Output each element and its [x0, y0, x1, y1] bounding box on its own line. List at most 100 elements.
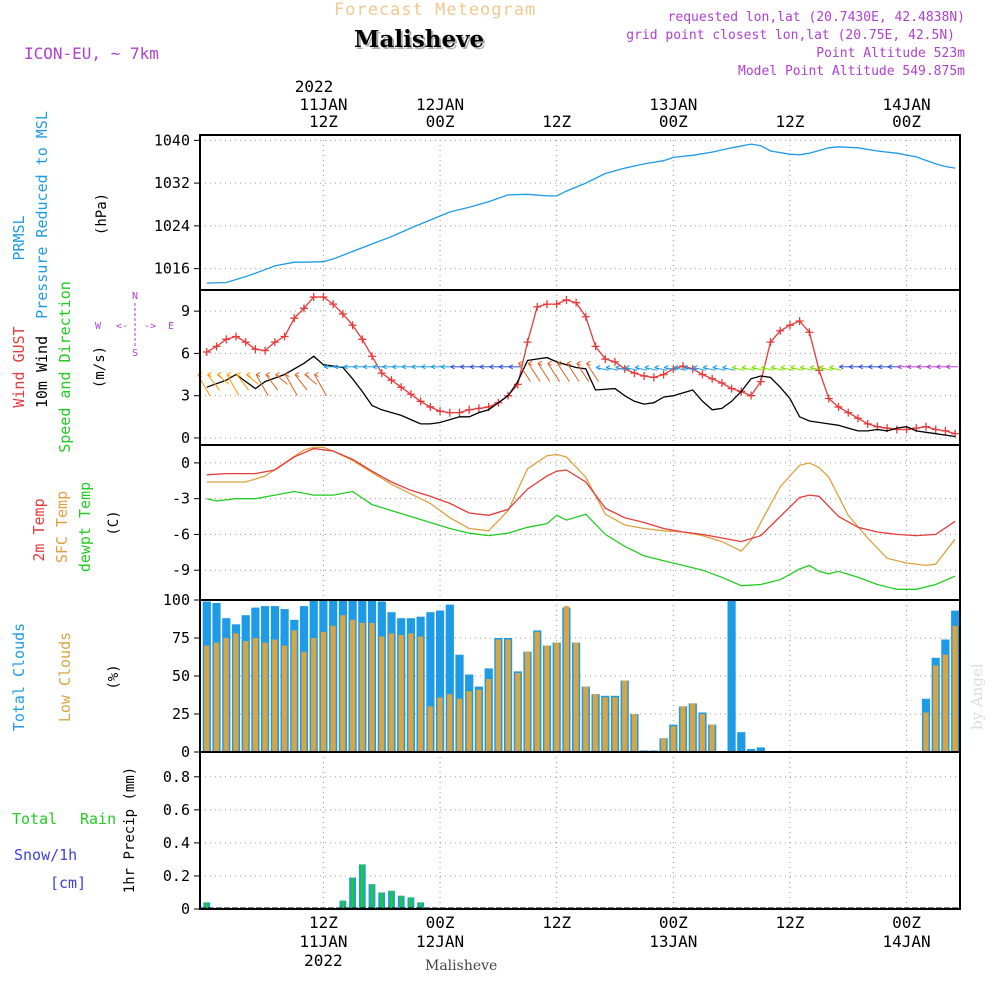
compass-w: W: [95, 321, 102, 332]
wind-direction-vector: [236, 374, 250, 391]
temp-label-dewpt: dewpt Temp: [76, 482, 94, 572]
wind-direction-arrowhead: [401, 364, 407, 370]
wind-direction-arrowhead: [605, 365, 611, 370]
low-cloud-bar: [262, 642, 268, 752]
wind-direction-arrowhead: [265, 372, 271, 377]
dewpt-line: [206, 490, 956, 590]
precip-rain-bar: [380, 892, 384, 909]
wind-direction-arrowhead: [421, 364, 426, 370]
y-tick-label: 25: [172, 705, 190, 723]
gust-marker: [552, 300, 561, 309]
total-cloud-bar: [426, 612, 435, 752]
bottom-axis-hour: 12Z: [309, 913, 338, 932]
wind-label-10m: 10m Wind: [33, 336, 51, 408]
precip-rain-bar: [409, 897, 413, 909]
compass-e: E: [168, 321, 174, 332]
gust-marker: [377, 369, 386, 378]
gust-marker: [309, 293, 318, 302]
bottom-axis-hour: 12Z: [542, 913, 571, 932]
low-cloud-bar: [592, 694, 599, 752]
total-cloud-bar: [747, 749, 756, 752]
precip-label-rain: Rain: [80, 810, 116, 828]
low-cloud-bar: [437, 697, 443, 752]
wind-direction-arrowhead: [411, 364, 416, 370]
gust-marker: [270, 338, 279, 347]
low-cloud-bar: [486, 679, 492, 752]
low-cloud-bar: [709, 724, 715, 752]
wind-direction-vector: [556, 362, 570, 382]
gust-marker: [436, 407, 445, 416]
top-axis-hour: 00Z: [659, 112, 688, 131]
wind-direction-arrowhead: [314, 372, 319, 377]
low-cloud-bar: [661, 738, 667, 752]
pressure-label-msl: Pressure Reduced to MSL: [33, 111, 51, 319]
point-altitude: Point Altitude 523m: [816, 46, 965, 61]
wind-direction-vector: [586, 362, 599, 382]
y-tick-label: 0.6: [163, 801, 190, 819]
low-cloud-bar: [495, 639, 501, 752]
wind-direction-arrowhead: [557, 360, 562, 366]
precip-rain-bar: [360, 864, 364, 909]
panel-frame-temp: [199, 444, 961, 601]
low-cloud-bar: [612, 697, 618, 752]
wind-direction-arrowhead: [848, 364, 854, 370]
wind-direction-arrowhead: [809, 365, 815, 370]
top-axis-year: 2022: [295, 77, 334, 96]
gust-marker: [212, 342, 221, 351]
compass-arrow-left: <-: [116, 321, 128, 332]
gust-marker: [368, 352, 377, 361]
temp2m-line: [206, 447, 956, 543]
wind-direction-arrowhead: [887, 364, 893, 370]
gust-marker: [698, 370, 707, 379]
low-cloud-bar: [427, 706, 433, 752]
gust-marker: [533, 302, 542, 311]
y-tick-label: -3: [172, 490, 190, 508]
low-cloud-bar: [602, 697, 608, 752]
wind-direction-arrowhead: [712, 365, 718, 370]
gust-marker: [261, 346, 270, 355]
wind-label-gust: Wind GUST: [10, 326, 28, 407]
total-cloud-bar: [445, 604, 454, 752]
low-cloud-bar: [505, 639, 511, 752]
top-axis-hour: 12Z: [542, 112, 571, 131]
low-cloud-bar: [204, 645, 210, 752]
wind-direction-arrowhead: [945, 364, 951, 370]
wind-direction-vector: [313, 374, 327, 396]
wind-direction-arrowhead: [596, 365, 601, 370]
wind-direction-arrowhead: [761, 365, 766, 370]
wind-direction-arrowhead: [440, 364, 445, 370]
y-tick-label: 1016: [154, 260, 190, 278]
gust-marker: [222, 335, 231, 344]
wind-direction-arrowhead: [323, 364, 329, 370]
low-cloud-bar: [670, 726, 676, 752]
wind-direction-arrowhead: [236, 372, 241, 377]
wind-direction-arrowhead: [790, 365, 795, 370]
y-tick-label: 0: [181, 454, 190, 472]
wind-direction-vector: [207, 374, 220, 391]
bottom-axis-date: 11JAN: [299, 932, 347, 951]
wind-direction-arrowhead: [217, 372, 222, 377]
gust-marker: [649, 373, 658, 382]
gust-marker: [591, 342, 600, 351]
low-cloud-bar: [447, 694, 453, 752]
gust-marker: [231, 332, 240, 341]
wind-direction-arrowhead: [498, 364, 504, 370]
gust-marker: [921, 422, 930, 431]
total-cloud-bar: [756, 747, 765, 752]
low-cloud-bar: [466, 691, 472, 752]
gust-marker: [601, 355, 610, 364]
gust-line: [206, 296, 956, 435]
compass-n: N: [132, 291, 138, 302]
gust-marker: [319, 293, 328, 302]
wind-direction-arrowhead: [722, 365, 727, 370]
low-cloud-bar: [320, 631, 326, 752]
wind-direction-arrowhead: [566, 360, 572, 366]
gust-marker: [474, 404, 483, 413]
top-axis-date: 12JAN: [416, 95, 464, 114]
low-cloud-bar: [369, 622, 375, 752]
low-cloud-bar: [350, 619, 356, 752]
low-cloud-bar: [680, 706, 686, 752]
wind-direction-vector: [547, 362, 561, 382]
wind-direction-vector: [284, 374, 298, 396]
